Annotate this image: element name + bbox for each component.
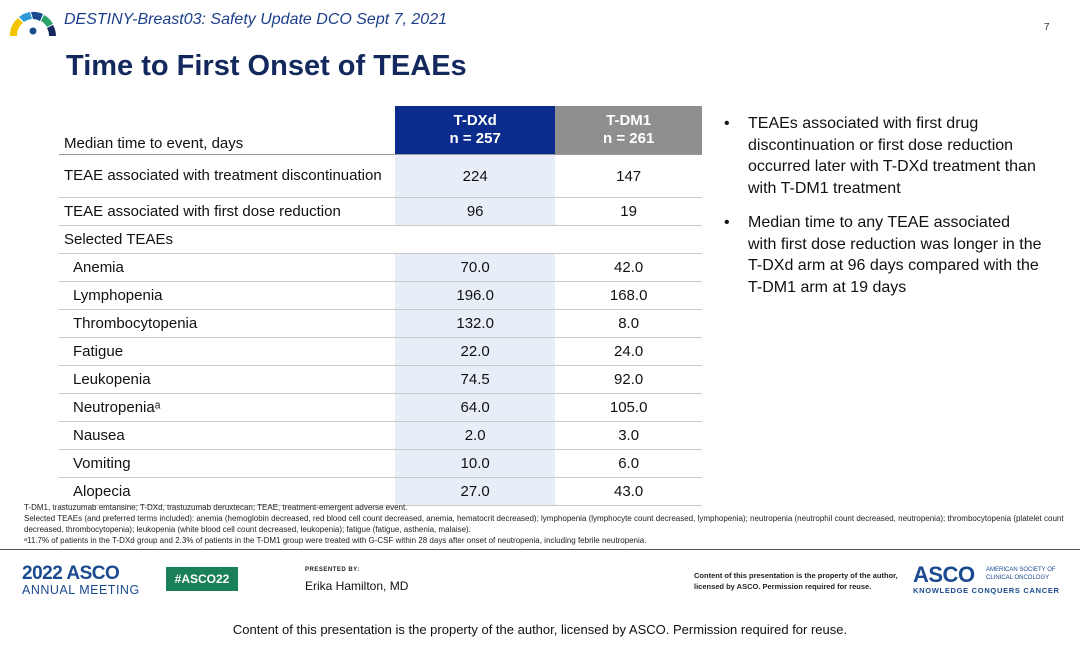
table-row: Neutropeniaᵃ 64.0 105.0: [59, 393, 702, 422]
row-label: Nausea: [59, 421, 396, 450]
slide-title: Time to First Onset of TEAEs: [66, 50, 467, 82]
footnote-abbreviations: T-DM1, trastuzumab emtansine; T-DXd, tra…: [24, 503, 408, 512]
tdm1-value: 19: [555, 197, 702, 226]
table-row: Thrombocytopenia 132.0 8.0: [59, 309, 702, 338]
tdm1-value: 105.0: [555, 393, 702, 422]
org-tagline: KNOWLEDGE CONQUERS CANCER: [913, 586, 1060, 595]
org-name: AMERICAN SOCIETY OF CLINICAL ONCOLOGY: [986, 567, 1056, 581]
row-label: TEAE associated with treatment discontin…: [59, 154, 396, 198]
section-label: Selected TEAEs: [59, 225, 396, 254]
asco-annual-meeting-logo: 2022 ASCO ANNUAL MEETING: [22, 563, 140, 597]
table-row: Vomiting 10.0 6.0: [59, 449, 702, 478]
footnotes: T-DM1, trastuzumab emtansine; T-DXd, tra…: [24, 502, 1069, 546]
table-row: Leukopenia 74.5 92.0: [59, 365, 702, 394]
row-label: Vomiting: [59, 449, 396, 478]
footnote-selected-teaes: Selected TEAEs (and preferred terms incl…: [24, 514, 1064, 534]
tdxd-value: 64.0: [395, 393, 556, 422]
tdxd-column-header: T-DXd n = 257: [395, 106, 556, 155]
hashtag-badge: #ASCO22: [166, 567, 238, 591]
footnote-gcsf: ᵃ11.7% of patients in the T-DXd group an…: [24, 536, 647, 545]
tdm1-value: 3.0: [555, 421, 702, 450]
row-label: Fatigue: [59, 337, 396, 366]
presented-by-label: PRESENTED BY:: [305, 567, 360, 573]
tdm1-value: 92.0: [555, 365, 702, 394]
tdm1-value: 147: [555, 154, 702, 198]
row-label: Neutropeniaᵃ: [59, 393, 396, 422]
table-row: Lymphopenia 196.0 168.0: [59, 281, 702, 310]
table-row: Anemia 70.0 42.0: [59, 253, 702, 282]
bullet-icon: •: [724, 214, 730, 231]
list-item: • TEAEs associated with first drug discon…: [724, 115, 1036, 197]
list-item: • Median time to any TEAE associated with…: [724, 214, 1042, 296]
tdm1-column-header: T-DM1 n = 261: [555, 106, 702, 155]
row-label: Leukopenia: [59, 365, 396, 394]
footer-divider: [0, 549, 1080, 550]
copyright-notice: Content of this presentation is the prop…: [694, 571, 898, 591]
tdm1-value: 6.0: [555, 449, 702, 478]
table-row: Alopecia 27.0 43.0: [59, 477, 702, 506]
row-label: Anemia: [59, 253, 396, 282]
presenter-name: Erika Hamilton, MD: [305, 579, 409, 593]
tdm1-value: 168.0: [555, 281, 702, 310]
tdxd-value: 224: [395, 154, 556, 198]
section-row: Selected TEAEs: [59, 225, 702, 254]
tdxd-value: 10.0: [395, 449, 556, 478]
tdxd-value: 196.0: [395, 281, 556, 310]
table-row: TEAE associated with first dose reductio…: [59, 197, 702, 226]
tdm1-value: 8.0: [555, 309, 702, 338]
tdm1-value: 43.0: [555, 477, 702, 506]
tdxd-value: 74.5: [395, 365, 556, 394]
tdxd-value: 132.0: [395, 309, 556, 338]
row-header-label: Median time to event, days: [59, 106, 396, 155]
tdxd-value: 22.0: [395, 337, 556, 366]
tdxd-name: T-DXd: [453, 112, 497, 129]
tdm1-value: 42.0: [555, 253, 702, 282]
page-number: 7: [1044, 22, 1050, 33]
table-row: Nausea 2.0 3.0: [59, 421, 702, 450]
tdxd-value: 96: [395, 197, 556, 226]
row-label: Alopecia: [59, 477, 396, 506]
header-title: DESTINY-Breast03: Safety Update DCO Sept…: [64, 11, 447, 28]
tdm1-n: n = 261: [603, 130, 655, 147]
tdm1-name: T-DM1: [606, 112, 652, 129]
tdxd-value: 27.0: [395, 477, 556, 506]
org-brand: ASCO: [913, 562, 975, 587]
table-row: Fatigue 22.0 24.0: [59, 337, 702, 366]
tdxd-value: 70.0: [395, 253, 556, 282]
row-label: Lymphopenia: [59, 281, 396, 310]
row-label: TEAE associated with first dose reductio…: [59, 197, 396, 226]
tdm1-value: 24.0: [555, 337, 702, 366]
bullet-icon: •: [724, 115, 730, 132]
meeting-label: ANNUAL MEETING: [22, 583, 140, 597]
bottom-copyright-note: Content of this presentation is the prop…: [232, 622, 848, 637]
key-points-list: • TEAEs associated with first drug discon…: [722, 113, 1042, 311]
tdxd-value: 2.0: [395, 421, 556, 450]
tdxd-n: n = 257: [449, 130, 501, 147]
meeting-brand: 2022 ASCO: [22, 563, 120, 584]
table-row: TEAE associated with treatment discontin…: [59, 154, 702, 198]
table-header-row: Median time to event, days T-DXd n = 257…: [59, 106, 702, 155]
teae-table: Median time to event, days T-DXd n = 257…: [59, 106, 702, 506]
row-label: Thrombocytopenia: [59, 309, 396, 338]
asco-org-logo: ASCO AMERICAN SOCIETY OF CLINICAL ONCOLO…: [913, 562, 1060, 595]
conference-logo-icon: [9, 11, 56, 36]
